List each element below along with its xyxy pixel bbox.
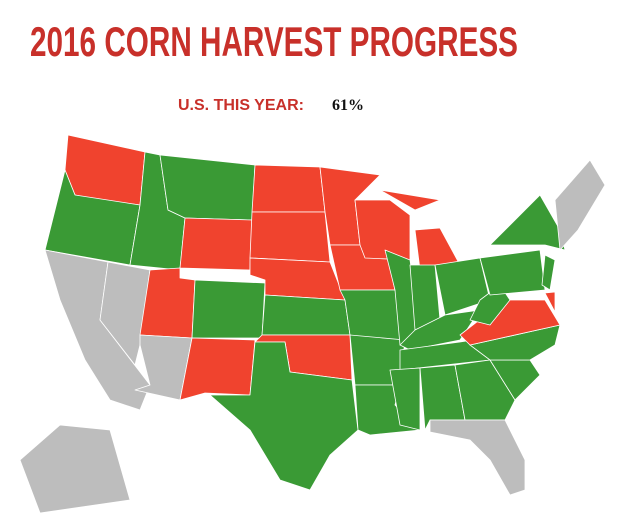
state [99, 261, 151, 366]
state [159, 154, 256, 221]
state [554, 159, 606, 251]
us-map [19, 134, 606, 514]
state [251, 164, 326, 213]
state [479, 249, 546, 296]
summary-value: 61% [332, 97, 364, 114]
state [354, 199, 411, 261]
summary-label: U.S. THIS YEAR: [178, 97, 304, 114]
state [454, 359, 516, 421]
state [179, 217, 253, 271]
title: 2016 CORN HARVEST PROGRESS [30, 18, 518, 65]
state [429, 419, 526, 496]
state [179, 337, 256, 401]
state [19, 424, 131, 514]
state [544, 291, 556, 313]
state [489, 194, 566, 251]
state [209, 341, 359, 491]
state [541, 254, 556, 291]
state [64, 134, 146, 206]
state [249, 211, 331, 263]
state [379, 189, 441, 211]
state [191, 279, 266, 339]
state [261, 294, 351, 336]
state [389, 367, 421, 431]
